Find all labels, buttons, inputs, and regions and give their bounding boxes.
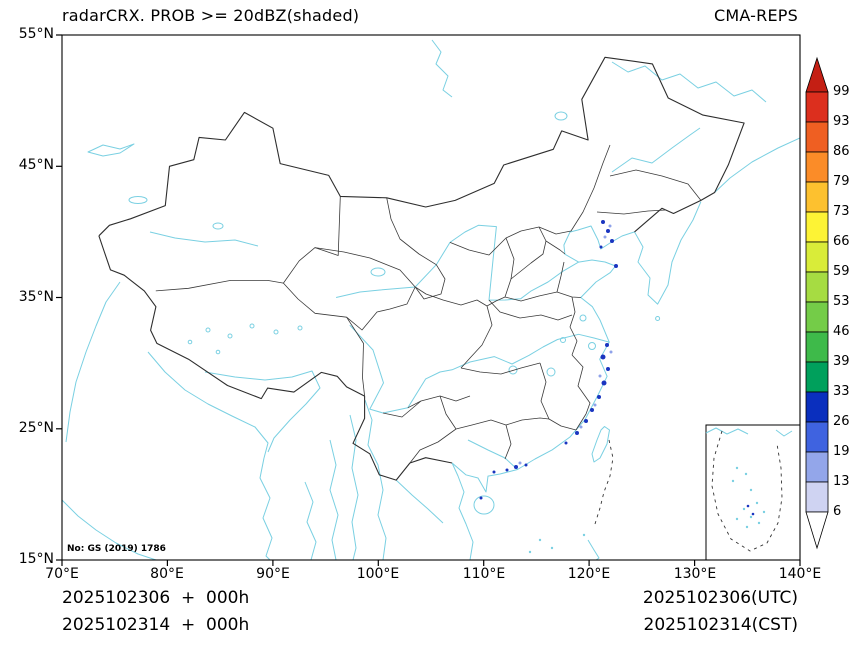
- x-tick-90e: 90°E: [256, 566, 290, 582]
- x-tick-110e: 110°E: [462, 566, 506, 582]
- colorbar-over-arrow: [805, 56, 829, 93]
- colorbar-label-6: 6: [833, 504, 842, 519]
- x-tick-120e: 120°E: [567, 566, 611, 582]
- x-tick-80e: 80°E: [150, 566, 184, 582]
- plot-frame: [61, 34, 801, 561]
- colorbar-label-46: 46: [833, 324, 850, 339]
- model-name-label: CMA-REPS: [714, 6, 798, 25]
- axis-ticks: [56, 34, 801, 566]
- colorbar-label-33: 33: [833, 384, 850, 399]
- colorbar-under-arrow: [805, 511, 829, 550]
- y-tick-55n: 55°N: [18, 26, 54, 42]
- init-time-utc: 2025102306 + 000h: [62, 588, 250, 608]
- colorbar: [805, 56, 829, 550]
- colorbar-label-73: 73: [833, 204, 850, 219]
- colorbar-label-13: 13: [833, 474, 850, 489]
- y-tick-35n: 35°N: [18, 289, 54, 305]
- province-borders: [155, 144, 702, 464]
- national-border: [98, 56, 745, 481]
- valid-time-utc: 2025102306(UTC): [642, 588, 798, 608]
- coastlines-rivers: [62, 39, 800, 560]
- x-tick-130e: 130°E: [673, 566, 717, 582]
- colorbar-label-26: 26: [833, 414, 850, 429]
- colorbar-label-86: 86: [833, 144, 850, 159]
- scs-inset: [705, 424, 800, 560]
- y-tick-25n: 25°N: [18, 420, 54, 436]
- x-tick-100e: 100°E: [356, 566, 400, 582]
- colorbar-label-66: 66: [833, 234, 850, 249]
- valid-time-cst: 2025102314(CST): [643, 615, 798, 635]
- init-time-cst: 2025102314 + 000h: [62, 615, 250, 635]
- chart-title: radarCRX. PROB >= 20dBZ(shaded): [62, 6, 360, 25]
- y-tick-45n: 45°N: [18, 157, 54, 173]
- probability-shading: [479, 220, 618, 500]
- colorbar-label-19: 19: [833, 444, 850, 459]
- colorbar-label-59: 59: [833, 264, 850, 279]
- colorbar-label-93: 93: [833, 114, 850, 129]
- y-tick-15n: 15°N: [18, 551, 54, 567]
- x-tick-70e: 70°E: [45, 566, 79, 582]
- colorbar-label-79: 79: [833, 174, 850, 189]
- license-note: No: GS (2019) 1786: [67, 544, 166, 554]
- colorbar-label-39: 39: [833, 354, 850, 369]
- colorbar-label-99: 99: [833, 84, 850, 99]
- colorbar-label-53: 53: [833, 294, 850, 309]
- x-tick-140e: 140°E: [778, 566, 822, 582]
- dashed-maritime-boundary: [594, 439, 614, 525]
